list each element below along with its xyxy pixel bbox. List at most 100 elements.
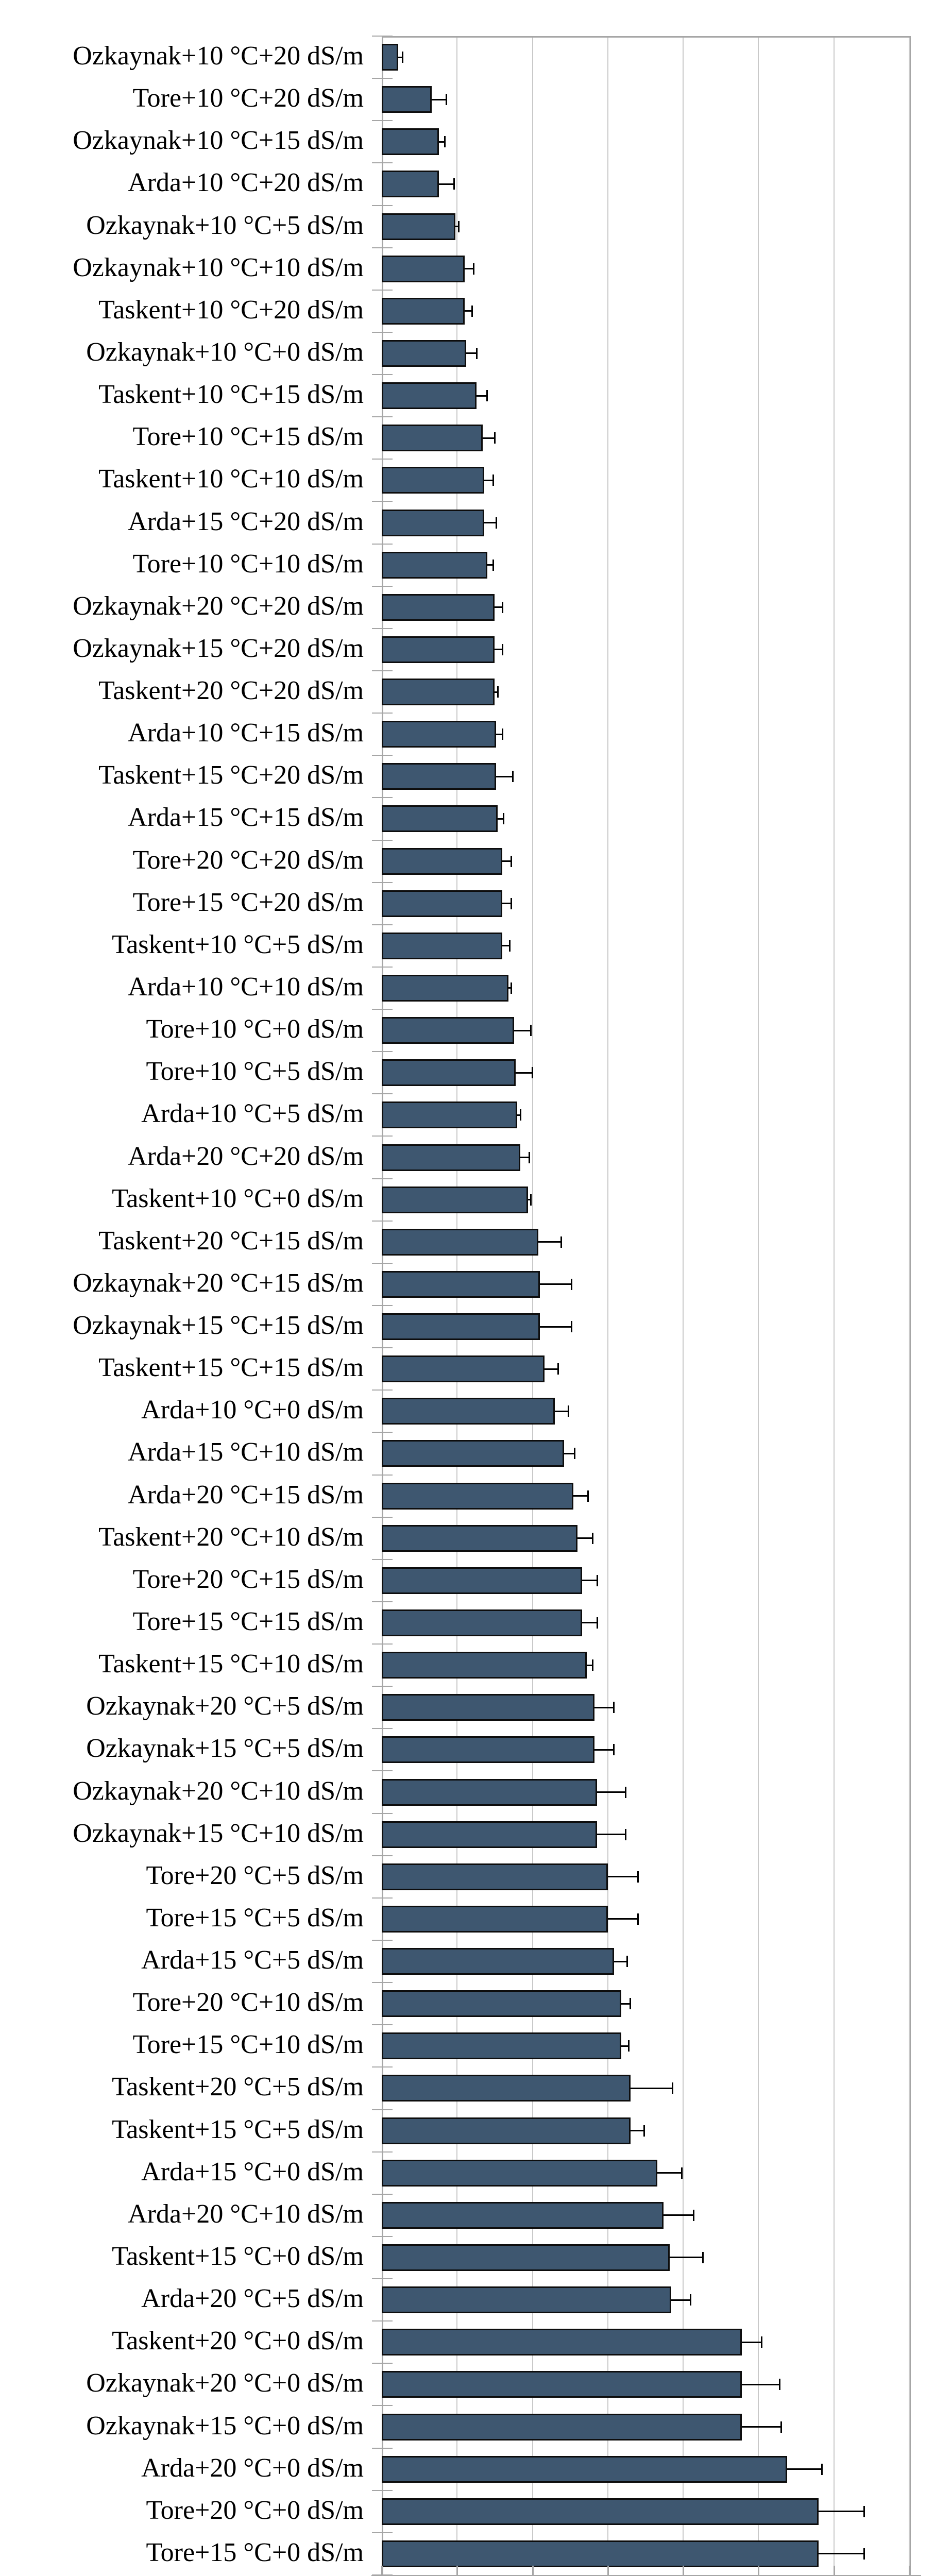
error-bar <box>495 691 498 693</box>
table-row: Arda+20 °C+5 dS/m <box>0 2279 952 2321</box>
bar <box>382 1863 608 1890</box>
table-row: Arda+15 °C+5 dS/m <box>0 1940 952 1982</box>
error-bar <box>477 395 487 397</box>
error-bar-cap <box>402 52 404 63</box>
error-bar <box>630 2087 673 2089</box>
error-bar-cap <box>494 432 496 444</box>
bar <box>382 1186 528 1213</box>
table-row: Tore+20 °C+5 dS/m <box>0 1856 952 1898</box>
error-bar <box>508 987 512 989</box>
y-axis-tick <box>372 2532 393 2533</box>
gridline <box>532 38 533 2576</box>
table-row: Arda+15 °C+0 dS/m <box>0 2152 952 2194</box>
table-row: Arda+10 °C+0 dS/m <box>0 1390 952 1432</box>
error-bar <box>564 1452 575 1454</box>
category-label: Ozkaynak+15 °C+15 dS/m <box>73 1311 364 1341</box>
error-bar <box>742 2426 781 2428</box>
table-row: Ozkaynak+20 °C+15 dS/m <box>0 1263 952 1306</box>
table-row: Ozkaynak+20 °C+10 dS/m <box>0 1771 952 1813</box>
bar <box>382 1440 564 1467</box>
table-row: Taskent+20 °C+5 dS/m <box>0 2067 952 2109</box>
y-axis-tick <box>372 1897 393 1899</box>
y-axis-tick <box>372 2447 393 2449</box>
category-label: Arda+20 °C+10 dS/m <box>128 2199 364 2229</box>
y-axis-tick <box>372 2151 393 2153</box>
y-axis-tick <box>372 1220 393 1222</box>
error-bar <box>516 1072 533 1074</box>
y-axis-tick <box>372 1855 393 1856</box>
error-bar-cap <box>457 221 460 232</box>
bar <box>382 2371 742 2398</box>
error-bar <box>742 2383 780 2385</box>
error-bar <box>669 2257 703 2259</box>
category-label: Ozkaynak+10 °C+20 dS/m <box>73 41 364 71</box>
category-label: Taskent+20 °C+20 dS/m <box>98 676 364 706</box>
table-row: Tore+20 °C+20 dS/m <box>0 840 952 883</box>
error-bar <box>742 2341 762 2343</box>
category-label: Tore+10 °C+15 dS/m <box>132 422 364 452</box>
bar <box>382 1652 587 1679</box>
error-bar-cap <box>486 390 488 402</box>
gridline <box>683 38 684 2576</box>
category-label: Tore+20 °C+15 dS/m <box>132 1564 364 1594</box>
y-axis-tick <box>372 1347 393 1349</box>
error-bar-cap <box>613 1702 615 1714</box>
error-bar-cap <box>643 2125 645 2137</box>
y-axis-tick <box>372 1262 393 1264</box>
error-bar-cap <box>637 1871 639 1883</box>
error-bar <box>819 2511 864 2513</box>
bar <box>382 2117 631 2144</box>
y-axis-line <box>382 36 383 2576</box>
error-bar <box>495 606 503 608</box>
bar <box>382 1609 583 1636</box>
error-bar <box>514 1029 531 1031</box>
y-axis-tick <box>372 2109 393 2110</box>
category-label: Taskent+20 °C+10 dS/m <box>98 1522 364 1552</box>
category-label: Taskent+10 °C+20 dS/m <box>98 295 364 325</box>
table-row: Ozkaynak+15 °C+0 dS/m <box>0 2405 952 2448</box>
category-label: Tore+15 °C+0 dS/m <box>146 2537 364 2567</box>
table-row: Ozkaynak+20 °C+0 dS/m <box>0 2363 952 2405</box>
category-label: Ozkaynak+20 °C+0 dS/m <box>86 2368 364 2398</box>
gridline <box>607 38 608 2576</box>
table-row: Tore+15 °C+5 dS/m <box>0 1898 952 1940</box>
error-bar <box>540 1283 572 1285</box>
category-label: Tore+15 °C+5 dS/m <box>146 1903 364 1933</box>
category-label: Tore+15 °C+15 dS/m <box>132 1606 364 1636</box>
error-bar-cap <box>863 2505 865 2517</box>
category-label: Arda+15 °C+5 dS/m <box>141 1945 364 1975</box>
table-row: Arda+10 °C+20 dS/m <box>0 163 952 205</box>
y-axis-tick <box>372 1305 393 1306</box>
y-axis-tick <box>372 1432 393 1433</box>
bar <box>382 2201 664 2229</box>
bar <box>382 1355 545 1383</box>
error-bar-cap <box>475 347 478 359</box>
category-label: Taskent+10 °C+0 dS/m <box>112 1183 364 1213</box>
error-bar <box>398 56 403 58</box>
category-label: Ozkaynak+20 °C+5 dS/m <box>86 1691 364 1721</box>
category-label: Ozkaynak+20 °C+20 dS/m <box>73 591 364 621</box>
category-label: Ozkaynak+15 °C+5 dS/m <box>86 1734 364 1764</box>
table-row: Taskent+10 °C+20 dS/m <box>0 290 952 332</box>
gridline <box>456 38 458 2576</box>
error-bar-cap <box>625 1828 627 1840</box>
table-row: Taskent+15 °C+0 dS/m <box>0 2236 952 2279</box>
y-axis-tick <box>372 1558 393 1560</box>
error-bar-cap <box>453 178 455 190</box>
bar <box>382 340 466 367</box>
table-row: Taskent+15 °C+5 dS/m <box>0 2110 952 2152</box>
table-row: Tore+15 °C+10 dS/m <box>0 2025 952 2067</box>
category-label: Taskent+20 °C+0 dS/m <box>112 2326 364 2356</box>
error-bar <box>594 1706 614 1708</box>
error-bar-cap <box>672 2082 674 2094</box>
bar <box>382 1905 608 1933</box>
bar <box>382 44 399 71</box>
bar <box>382 2032 622 2060</box>
error-bar <box>582 1580 598 1582</box>
gridline <box>758 38 759 2576</box>
bar <box>382 890 503 917</box>
category-label: Taskent+10 °C+15 dS/m <box>98 380 364 410</box>
error-bar <box>607 1918 638 1920</box>
error-bar-cap <box>511 897 513 909</box>
category-label: Tore+20 °C+20 dS/m <box>132 845 364 875</box>
